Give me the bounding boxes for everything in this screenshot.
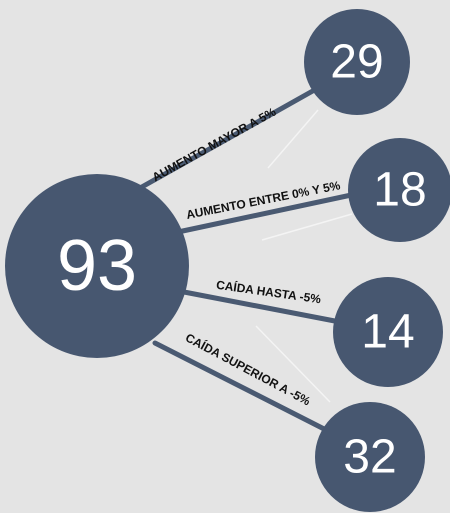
edge	[175, 191, 359, 235]
branch-value: 29	[330, 36, 383, 89]
branch-node	[348, 138, 450, 242]
branch-value: 32	[343, 431, 396, 484]
center-value: 93	[57, 226, 137, 306]
branch-node	[333, 277, 443, 387]
center-node	[5, 174, 189, 358]
decor-line	[255, 325, 331, 403]
branch-value: 18	[373, 164, 426, 217]
edge	[181, 289, 343, 325]
branch-node	[315, 402, 425, 512]
decor-line	[261, 213, 353, 241]
edge	[152, 340, 333, 435]
branch-node	[304, 9, 410, 115]
edge	[137, 85, 321, 191]
branch-value: 14	[361, 306, 414, 359]
decor-line	[267, 109, 319, 169]
